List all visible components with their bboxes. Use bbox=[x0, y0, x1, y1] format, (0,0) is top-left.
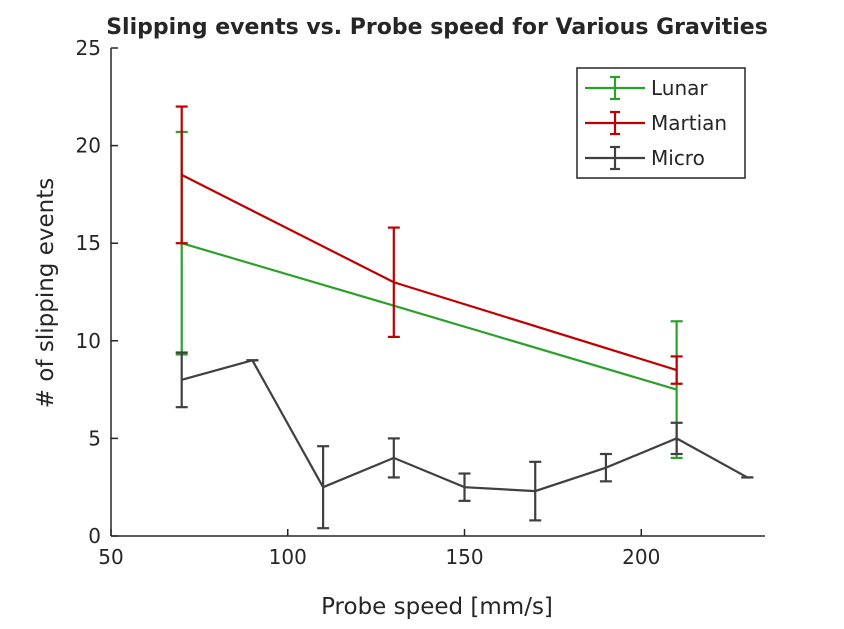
y-tick-label-20: 20 bbox=[76, 134, 101, 158]
x-tick-label-100: 100 bbox=[269, 545, 307, 569]
legend-entry-micro: Micro bbox=[585, 145, 705, 171]
y-axis-label: # of slipping events bbox=[33, 178, 59, 408]
error-bar-micro-2 bbox=[317, 445, 330, 530]
y-tick-label-5: 5 bbox=[88, 426, 101, 450]
x-tick-label-150: 150 bbox=[445, 545, 483, 569]
legend-label-martian: Martian bbox=[651, 111, 727, 135]
error-bar-micro-5 bbox=[529, 460, 542, 522]
error-bar-micro-3 bbox=[387, 437, 400, 479]
plot-area: 50 100 150 200 0 5 10 15 20 25 bbox=[76, 36, 765, 569]
error-bar-martian-2 bbox=[670, 355, 683, 385]
error-bar-micro-4 bbox=[458, 472, 471, 502]
error-bar-micro-0 bbox=[175, 351, 188, 409]
y-tick-label-10: 10 bbox=[76, 329, 101, 353]
series-line-martian bbox=[181, 173, 677, 372]
error-bar-martian-0 bbox=[175, 105, 188, 245]
legend-entry-martian: Martian bbox=[585, 110, 727, 136]
chart-title: Slipping events vs. Probe speed for Vari… bbox=[106, 15, 768, 40]
x-tick-label-200: 200 bbox=[622, 545, 660, 569]
series-line-micro bbox=[181, 359, 748, 493]
y-tick-label-15: 15 bbox=[76, 231, 101, 255]
x-axis-label: Probe speed [mm/s] bbox=[321, 594, 553, 620]
legend-label-micro: Micro bbox=[651, 146, 705, 170]
y-tick-label-25: 25 bbox=[76, 36, 101, 60]
error-bar-martian-1 bbox=[387, 226, 400, 338]
y-tick-label-0: 0 bbox=[88, 524, 101, 548]
series-lunar bbox=[175, 130, 683, 460]
error-bar-micro-7 bbox=[670, 421, 683, 456]
series-micro bbox=[175, 351, 754, 530]
legend: Lunar Martian Micro bbox=[576, 67, 746, 179]
x-tick-label-50: 50 bbox=[98, 545, 123, 569]
legend-label-lunar: Lunar bbox=[651, 76, 708, 100]
legend-entry-lunar: Lunar bbox=[585, 75, 708, 101]
series-martian bbox=[175, 105, 683, 385]
error-bar-micro-6 bbox=[599, 452, 612, 483]
